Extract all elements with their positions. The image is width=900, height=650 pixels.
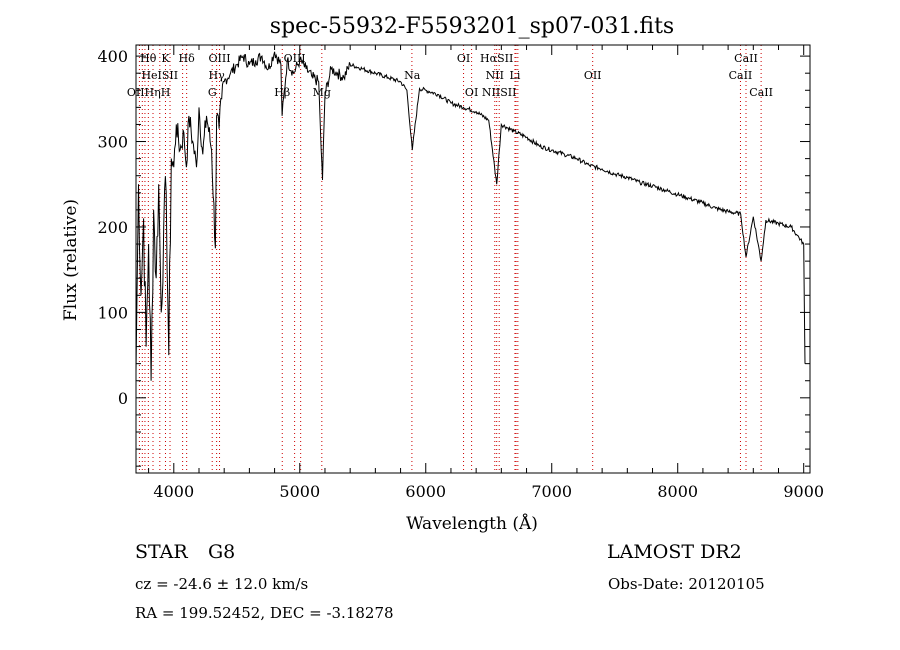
x-tick-label: 4000 (153, 482, 194, 501)
y-tick-label: 300 (97, 133, 128, 152)
line-label: Hδ (179, 52, 196, 65)
chart-title: spec-55932-F5593201_sp07-031.fits (270, 14, 674, 39)
x-tick-label: 6000 (405, 482, 446, 501)
line-label: Hθ (140, 52, 157, 65)
line-label: OIII (208, 52, 230, 65)
y-axis-ticks: 0 100 200 300 400 (97, 47, 810, 467)
line-label: CaII (749, 86, 773, 99)
x-axis-label: Wavelength (Å) (406, 513, 538, 534)
y-tick-label: 100 (97, 303, 128, 322)
line-label: HαSII (480, 52, 513, 65)
x-axis-ticks: 4000 5000 6000 7000 8000 9000 (148, 45, 824, 501)
line-label: Hγ (209, 69, 226, 82)
redshift-velocity: cz = -24.6 ± 12.0 km/s (135, 575, 309, 593)
line-label: Na (404, 69, 421, 82)
object-class: STAR (135, 541, 188, 563)
emission-line-markers (138, 45, 762, 473)
plot-frame (135, 44, 811, 474)
x-tick-label: 5000 (279, 482, 320, 501)
object-subclass: G8 (208, 541, 236, 563)
line-label: NII (486, 69, 504, 82)
line-label: OII (584, 69, 602, 82)
line-label: CaII (734, 52, 758, 65)
line-label: NIISII (482, 86, 517, 99)
x-tick-label: 8000 (657, 482, 698, 501)
spectrum-line (135, 51, 806, 381)
line-label: HeISII (141, 69, 178, 82)
line-label: Mg (313, 86, 331, 99)
line-label: K (161, 52, 170, 65)
y-tick-label: 0 (118, 389, 128, 408)
line-label: OIIHηH (127, 86, 170, 99)
y-tick-label: 400 (97, 47, 128, 66)
observation-date: Obs-Date: 20120105 (608, 575, 765, 593)
survey-name: LAMOST DR2 (607, 541, 742, 563)
x-tick-label: 7000 (531, 482, 572, 501)
line-label: Li (510, 69, 521, 82)
y-tick-label: 200 (97, 218, 128, 237)
ra-dec-coordinates: RA = 199.52452, DEC = -3.18278 (135, 604, 394, 622)
line-label: OI (457, 52, 470, 65)
x-tick-label: 9000 (783, 482, 824, 501)
line-label: OI (465, 86, 478, 99)
line-label: G (208, 86, 217, 99)
line-label: Hβ (274, 86, 290, 99)
y-axis-label: Flux (relative) (61, 199, 81, 321)
line-label: CaII (729, 69, 753, 82)
